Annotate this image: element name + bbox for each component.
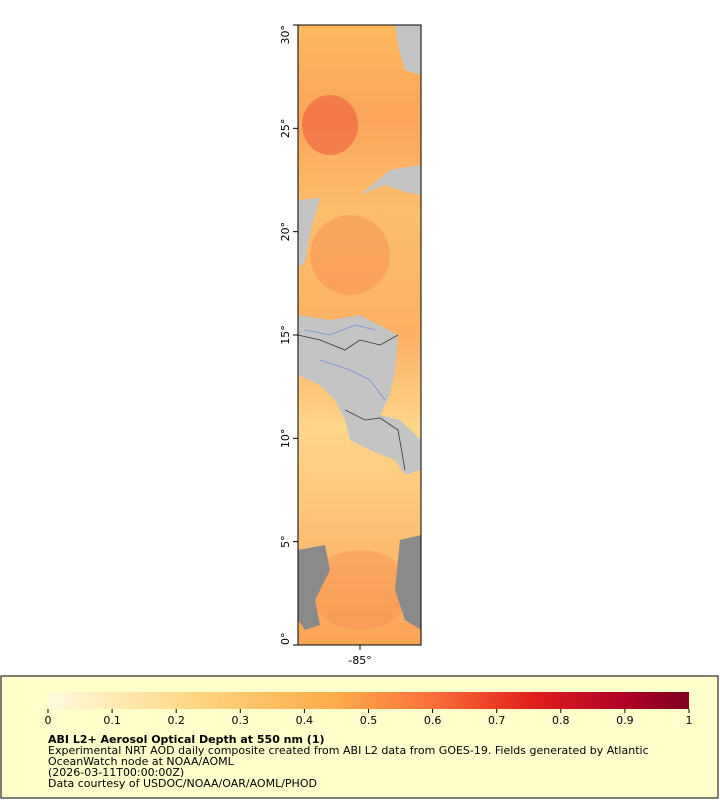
legend-line: Experimental NRT AOD daily composite cre… xyxy=(48,744,649,757)
colorbar-axis: 0 0.1 0.2 0.3 0.4 0.5 0.6 0.7 0.8 0.9 1 xyxy=(45,709,693,727)
legend-line: (2026-03-11T00:00:00Z) xyxy=(48,766,184,779)
lat-label: 20° xyxy=(279,222,292,242)
colorbar-label: 0 xyxy=(45,714,52,727)
lat-label: 25° xyxy=(279,119,292,139)
lat-label: 10° xyxy=(279,429,292,449)
colorbar-label: 0.8 xyxy=(552,714,570,727)
colorbar-label: 0.7 xyxy=(488,714,506,727)
lat-label: 0° xyxy=(279,633,292,646)
colorbar-label: 1 xyxy=(686,714,693,727)
colorbar-label: 0.5 xyxy=(360,714,378,727)
lon-axis: -85° xyxy=(348,645,372,667)
colorbar-label: 0.6 xyxy=(424,714,442,727)
lat-label: 5° xyxy=(279,535,292,548)
lat-axis: 0° 5° 10° 15° 20° 25° 30° xyxy=(279,24,298,646)
colorbar-label: 0.9 xyxy=(616,714,634,727)
map-image xyxy=(297,24,422,646)
colorbar-label: 0.4 xyxy=(296,714,314,727)
lat-label: 15° xyxy=(279,325,292,345)
lon-label: -85° xyxy=(348,654,371,667)
legend-line: Data courtesy of USDOC/NOAA/OAR/AOML/PHO… xyxy=(48,777,317,790)
legend-title: ABI L2+ Aerosol Optical Depth at 550 nm … xyxy=(48,733,325,746)
colorbar-label: 0.2 xyxy=(167,714,185,727)
lat-label: 30° xyxy=(279,25,292,45)
colorbar-label: 0.1 xyxy=(103,714,121,727)
colorbar xyxy=(48,692,689,709)
legend-line: OceanWatch node at NOAA/AOML xyxy=(48,755,235,768)
colorbar-label: 0.3 xyxy=(232,714,250,727)
